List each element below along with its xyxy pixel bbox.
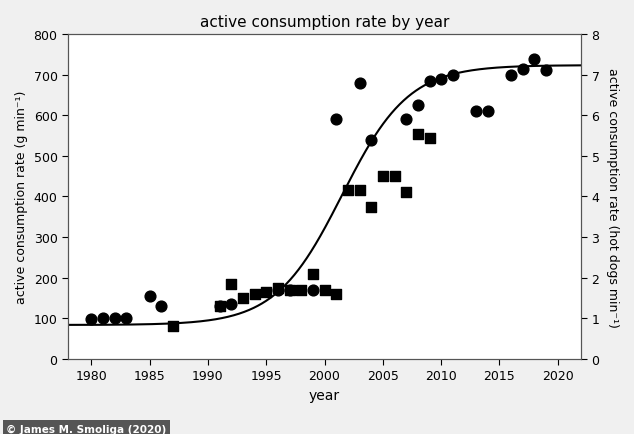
Point — [273, 286, 283, 293]
Point — [110, 315, 120, 322]
Point — [343, 187, 353, 194]
Point — [331, 291, 341, 298]
Point — [285, 286, 295, 293]
Title: active consumption rate by year: active consumption rate by year — [200, 15, 450, 30]
Point — [331, 117, 341, 124]
Point — [482, 108, 493, 115]
Point — [401, 190, 411, 197]
Point — [448, 72, 458, 79]
Point — [354, 80, 365, 87]
Point — [121, 315, 131, 322]
Point — [413, 102, 423, 109]
Point — [296, 286, 306, 293]
Point — [401, 117, 411, 124]
Point — [366, 137, 377, 144]
Point — [285, 286, 295, 293]
Point — [156, 303, 166, 310]
Y-axis label: active consumption rate (hot dogs min⁻¹): active consumption rate (hot dogs min⁻¹) — [606, 67, 619, 327]
Point — [320, 286, 330, 293]
Point — [238, 295, 248, 302]
Point — [424, 135, 434, 142]
Point — [214, 303, 224, 310]
Point — [261, 289, 271, 296]
Point — [214, 303, 224, 310]
Point — [471, 108, 481, 115]
Point — [308, 270, 318, 277]
Point — [308, 286, 318, 293]
Point — [145, 293, 155, 299]
Point — [354, 187, 365, 194]
Point — [413, 131, 423, 138]
Point — [436, 76, 446, 83]
Point — [250, 291, 260, 298]
Point — [226, 280, 236, 287]
Point — [273, 285, 283, 292]
X-axis label: year: year — [309, 388, 340, 402]
Point — [86, 316, 96, 323]
Point — [518, 66, 528, 73]
Point — [168, 323, 178, 330]
Y-axis label: active consumption rate (g min⁻¹): active consumption rate (g min⁻¹) — [15, 91, 28, 303]
Point — [366, 204, 377, 210]
Point — [98, 315, 108, 322]
Point — [506, 72, 516, 79]
Point — [541, 67, 551, 74]
Point — [529, 56, 540, 63]
Point — [389, 173, 399, 180]
Point — [424, 78, 434, 85]
Text: © James M. Smoliga (2020): © James M. Smoliga (2020) — [6, 424, 167, 434]
Point — [378, 173, 388, 180]
Point — [226, 301, 236, 308]
